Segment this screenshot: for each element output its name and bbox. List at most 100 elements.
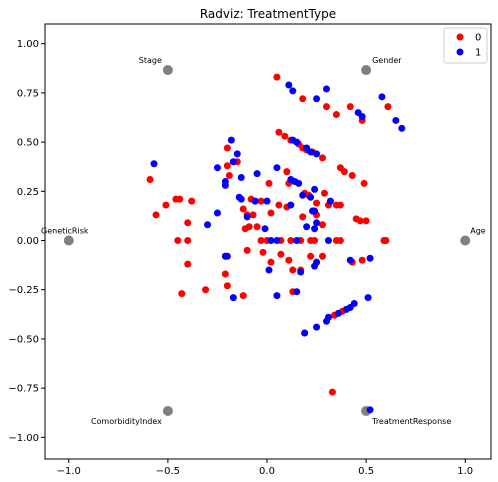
x-tick-label: 0.0 (259, 466, 275, 477)
data-point-series-0 (358, 256, 366, 264)
data-point-series-1 (313, 258, 321, 266)
data-point-series-1 (229, 294, 237, 302)
axes: −1.0 −0.5 0.0 0.5 1.0 1.00 0.75 0.50 0.25 0.00 −0.… (8, 39, 473, 477)
data-point-series-0 (184, 237, 192, 245)
data-point-series-1 (237, 174, 245, 182)
data-point-series-0 (162, 201, 170, 209)
data-point-series-0 (172, 195, 180, 203)
data-point-series-1 (297, 268, 305, 276)
data-point-series-0 (285, 256, 293, 264)
data-point-series-1 (303, 223, 311, 231)
data-point-series-1 (392, 116, 400, 124)
data-point-series-1 (301, 329, 309, 337)
y-tick-label: 0.50 (17, 138, 39, 149)
data-point-series-1 (313, 219, 321, 227)
anchor-point (63, 235, 74, 246)
data-point-series-0 (336, 201, 344, 209)
data-point-series-1 (322, 85, 330, 93)
data-point-series-1 (251, 197, 259, 205)
y-tick-label: −1.00 (8, 433, 39, 444)
y-tick-label: 0.25 (17, 187, 39, 198)
data-point-series-0 (188, 197, 196, 205)
data-point-series-1 (293, 138, 301, 146)
legend-marker-series-1 (456, 48, 464, 56)
data-point-series-0 (313, 199, 321, 207)
data-point-series-0 (275, 128, 283, 136)
data-point-series-0 (225, 172, 233, 180)
data-point-series-0 (184, 219, 192, 227)
data-point-series-0 (275, 201, 283, 209)
data-point-series-1 (265, 266, 273, 274)
data-point-series-0 (257, 197, 265, 205)
data-point-series-0 (299, 95, 307, 103)
data-point-series-0 (356, 217, 364, 225)
data-point-series-1 (289, 87, 297, 95)
data-point-series-0 (239, 292, 247, 300)
data-point-series-1 (285, 81, 293, 89)
data-point-series-1 (293, 288, 301, 296)
data-point-series-1 (366, 406, 374, 414)
data-point-series-0 (287, 237, 295, 245)
data-point-series-0 (328, 388, 336, 396)
data-point-series-0 (332, 111, 340, 119)
data-point-series-1 (243, 213, 251, 221)
anchor-point (460, 235, 471, 246)
data-point-series-0 (283, 168, 291, 176)
data-point-series-0 (259, 248, 267, 256)
data-point-series-1 (273, 164, 281, 172)
legend-box (443, 27, 488, 64)
data-point-series-0 (174, 237, 182, 245)
data-point-series-0 (178, 290, 186, 298)
data-point-series-0 (184, 260, 192, 268)
data-point-series-1 (213, 164, 221, 172)
data-point-series-1 (261, 225, 269, 233)
data-point-series-0 (362, 217, 370, 225)
data-point-series-1 (221, 181, 229, 189)
data-point-series-0 (277, 250, 285, 258)
data-point-series-0 (223, 144, 231, 152)
data-point-series-1 (237, 195, 245, 203)
data-point-series-1 (311, 225, 319, 233)
anchor-label: GeneticRisk (41, 227, 89, 236)
data-point-series-0 (320, 189, 328, 197)
data-point-series-0 (281, 132, 289, 140)
data-point-series-1 (307, 148, 315, 156)
data-point-series-1 (229, 158, 237, 166)
x-tick-label: 1.0 (457, 466, 473, 477)
data-point-series-1 (378, 93, 386, 101)
anchor-label: ComorbidityIndex (91, 417, 162, 426)
data-point-series-0 (340, 168, 348, 176)
data-point-series-1 (311, 185, 319, 193)
data-point-series-1 (350, 300, 358, 308)
data-point-series-1 (324, 313, 332, 321)
data-point-series-1 (364, 294, 372, 302)
data-point-series-1 (227, 136, 235, 144)
data-point-series-0 (152, 211, 160, 219)
data-point-series-0 (257, 237, 265, 245)
data-point-series-0 (360, 179, 368, 187)
data-point-series-1 (267, 237, 275, 245)
data-point-series-1 (326, 197, 334, 205)
plot-frame (44, 23, 492, 460)
data-point-series-1 (204, 221, 212, 229)
data-point-series-0 (273, 73, 281, 81)
data-point-series-0 (243, 246, 251, 254)
y-tick-label: −0.50 (8, 334, 39, 345)
y-tick-label: −0.25 (8, 285, 39, 296)
data-point-series-0 (146, 175, 154, 183)
data-point-series-1 (313, 323, 321, 331)
x-tick-label: 0.5 (358, 466, 374, 477)
scatter-points (146, 73, 406, 414)
anchor-point (162, 65, 173, 76)
anchor-label: Age (470, 227, 486, 236)
data-point-series-0 (319, 252, 327, 260)
x-tick-label: −1.0 (57, 466, 81, 477)
data-point-series-0 (267, 209, 275, 217)
data-point-series-1 (287, 201, 295, 209)
data-point-series-1 (295, 179, 303, 187)
data-point-series-1 (253, 170, 261, 178)
data-point-series-0 (202, 286, 210, 294)
legend: 0 1 (443, 27, 488, 64)
data-point-series-0 (346, 103, 354, 111)
